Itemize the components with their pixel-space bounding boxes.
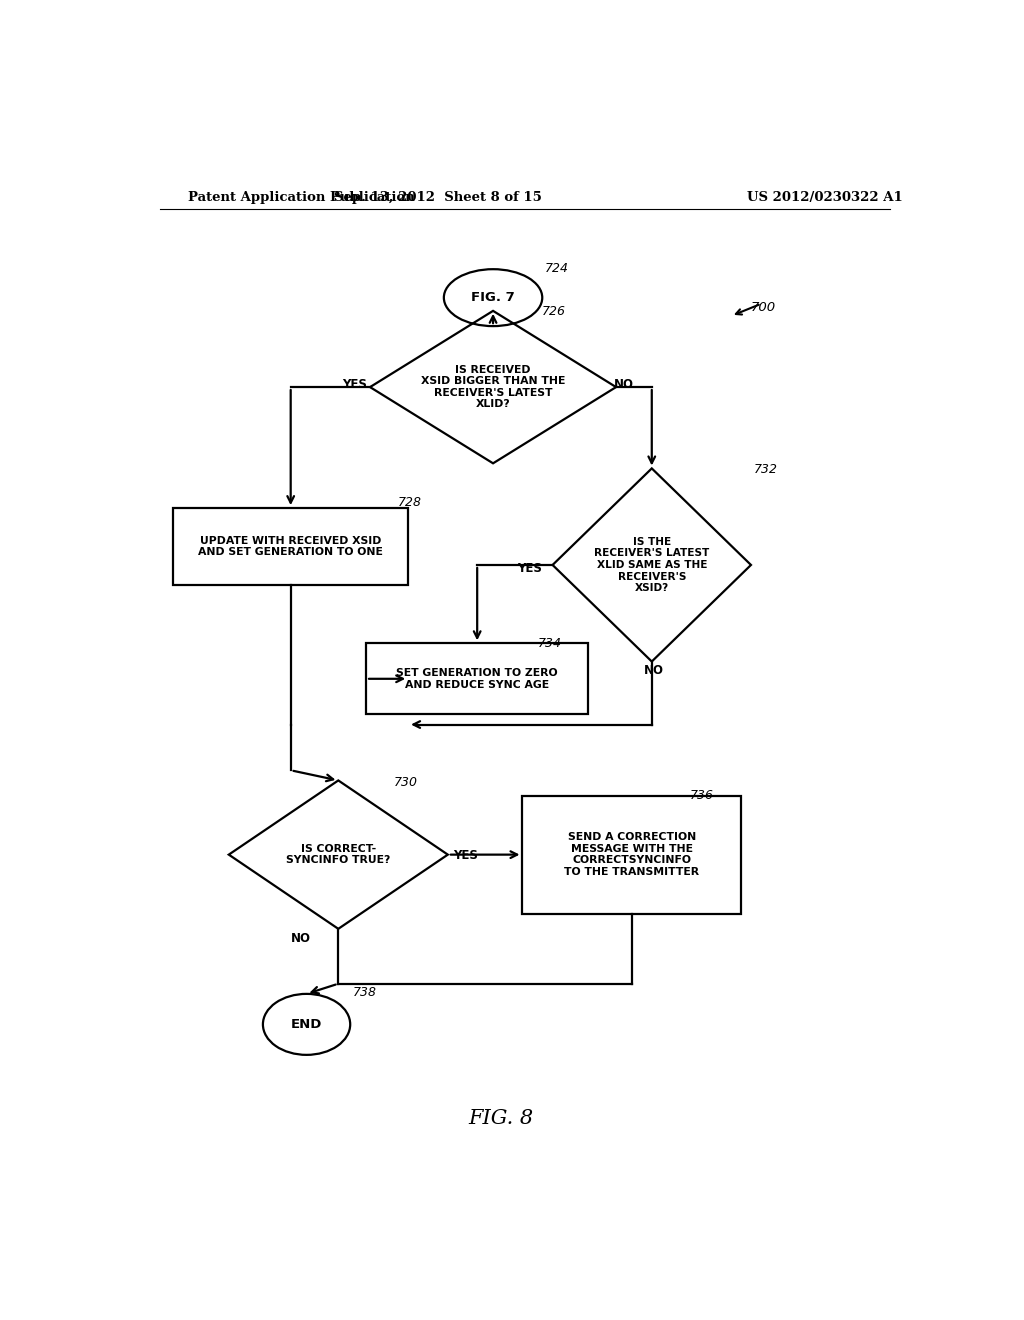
Text: NO: NO [644,664,665,677]
Text: IS CORRECT-
SYNCINFO TRUE?: IS CORRECT- SYNCINFO TRUE? [286,843,390,866]
Text: END: END [291,1018,323,1031]
Text: US 2012/0230322 A1: US 2012/0230322 A1 [748,191,903,203]
Text: SET GENERATION TO ZERO
AND REDUCE SYNC AGE: SET GENERATION TO ZERO AND REDUCE SYNC A… [396,668,558,689]
Text: 700: 700 [751,301,776,314]
Text: Sep. 13, 2012  Sheet 8 of 15: Sep. 13, 2012 Sheet 8 of 15 [334,191,542,203]
Text: 734: 734 [539,638,562,651]
Text: YES: YES [342,378,367,391]
Text: FIG. 7: FIG. 7 [471,292,515,304]
Text: UPDATE WITH RECEIVED XSID
AND SET GENERATION TO ONE: UPDATE WITH RECEIVED XSID AND SET GENERA… [199,536,383,557]
Text: IS RECEIVED
XSID BIGGER THAN THE
RECEIVER'S LATEST
XLID?: IS RECEIVED XSID BIGGER THAN THE RECEIVE… [421,364,565,409]
Bar [522,796,741,913]
Text: 724: 724 [545,263,568,276]
Text: 738: 738 [352,986,377,999]
Text: 728: 728 [397,496,422,510]
Text: NO: NO [614,378,634,391]
Text: 732: 732 [754,462,777,475]
Bar [173,508,409,585]
Text: FIG. 8: FIG. 8 [468,1109,534,1129]
Text: SEND A CORRECTION
MESSAGE WITH THE
CORRECTSYNCINFO
TO THE TRANSMITTER: SEND A CORRECTION MESSAGE WITH THE CORRE… [564,832,699,876]
Text: YES: YES [453,849,478,862]
Text: NO: NO [291,932,311,945]
Text: IS THE
RECEIVER'S LATEST
XLID SAME AS THE
RECEIVER'S
XSID?: IS THE RECEIVER'S LATEST XLID SAME AS TH… [594,537,710,593]
Text: 730: 730 [394,776,418,788]
Text: Patent Application Publication: Patent Application Publication [187,191,415,203]
Bar [367,643,588,714]
Text: YES: YES [517,561,542,574]
Text: 726: 726 [543,305,566,318]
Text: 736: 736 [690,789,714,801]
